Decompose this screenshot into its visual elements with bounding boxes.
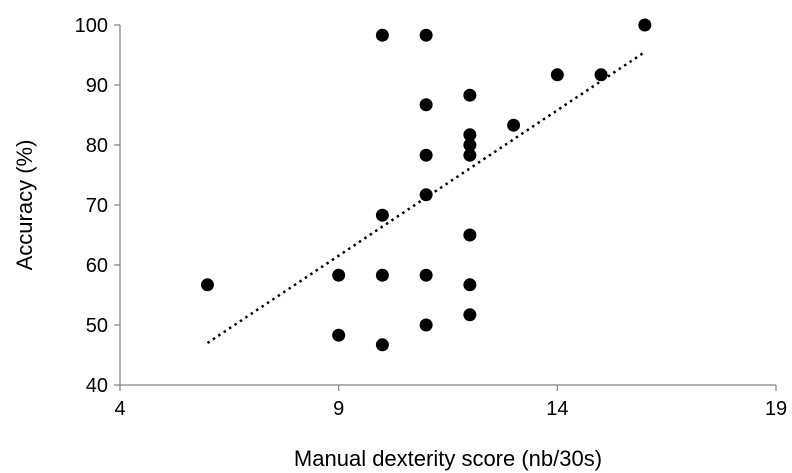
data-point — [507, 119, 520, 132]
data-point — [551, 68, 564, 81]
data-point — [420, 319, 433, 332]
y-tick-label: 90 — [86, 75, 108, 97]
y-tick-label: 100 — [75, 15, 108, 37]
data-point — [463, 229, 476, 242]
y-tick-label: 50 — [86, 315, 108, 337]
data-point — [420, 149, 433, 162]
data-point — [420, 188, 433, 201]
data-point — [638, 19, 651, 32]
data-point — [420, 98, 433, 111]
y-tick-label: 40 — [86, 375, 108, 397]
data-point — [420, 269, 433, 282]
y-tick-label: 70 — [86, 195, 108, 217]
data-point — [376, 29, 389, 42]
data-point — [376, 269, 389, 282]
tick-labels: 4 9 14 19 40 50 60 70 80 90 100 — [75, 15, 788, 420]
data-point — [463, 149, 476, 162]
x-axis-title: Manual dexterity score (nb/30s) — [294, 446, 602, 471]
y-tick-label: 60 — [86, 255, 108, 277]
axes — [120, 25, 776, 385]
data-point — [463, 278, 476, 291]
data-point — [463, 308, 476, 321]
data-point — [332, 269, 345, 282]
x-tick-label: 4 — [114, 398, 125, 420]
x-tick-label: 19 — [765, 398, 787, 420]
x-tick-label: 14 — [546, 398, 568, 420]
data-point — [201, 278, 214, 291]
data-point — [332, 329, 345, 342]
x-tick-label: 9 — [333, 398, 344, 420]
data-point — [376, 338, 389, 351]
ticks — [114, 25, 776, 391]
data-point — [376, 209, 389, 222]
y-axis-title: Accuracy (%) — [12, 140, 37, 271]
data-point — [595, 68, 608, 81]
data-point — [420, 29, 433, 42]
data-point — [463, 89, 476, 102]
y-tick-label: 80 — [86, 135, 108, 157]
